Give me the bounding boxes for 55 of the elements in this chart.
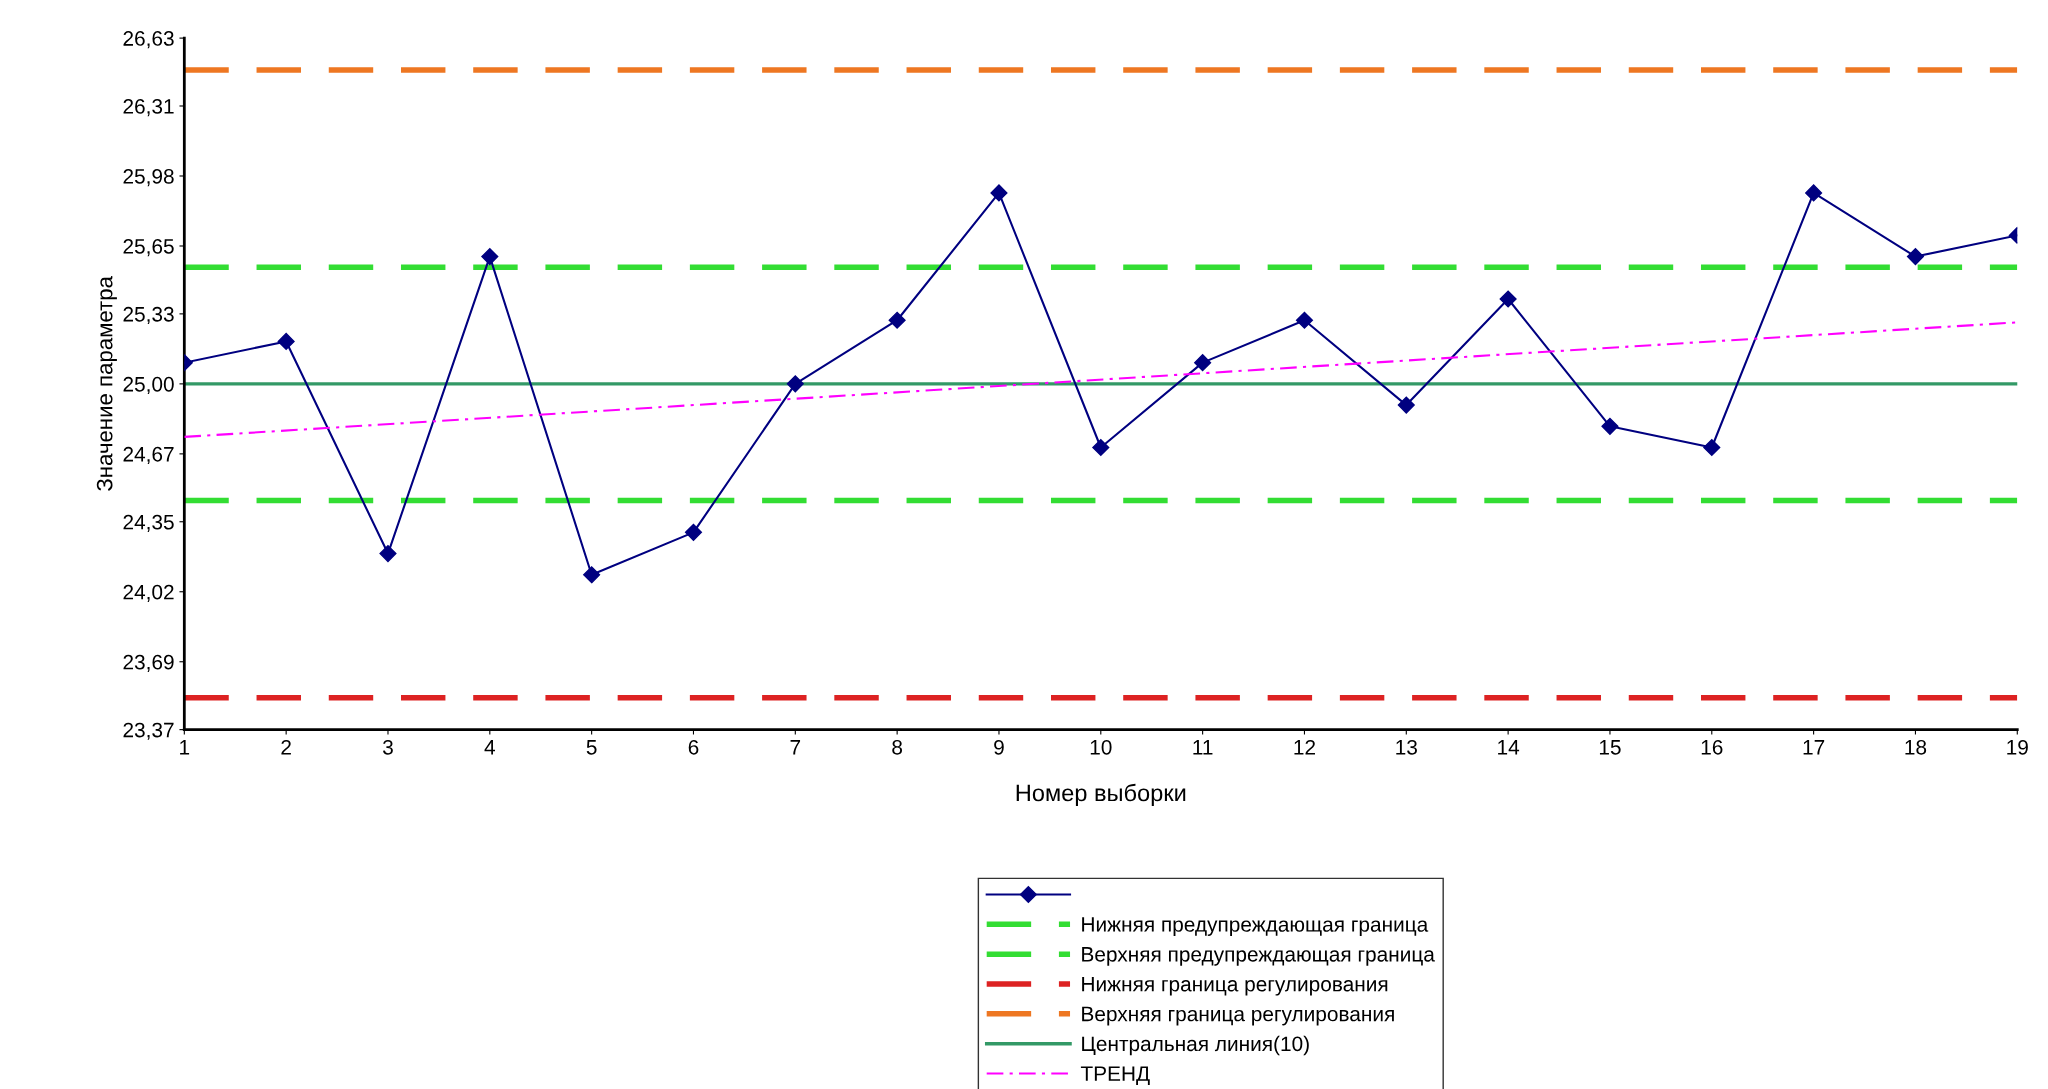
legend-label: Центральная линия(10) — [1082, 1035, 1309, 1056]
point — [583, 566, 601, 584]
x-tick-label: 19 — [2007, 739, 2028, 755]
point — [379, 545, 397, 563]
y-tick-label: 24,02 — [123, 584, 174, 602]
x-tick-label: 11 — [1193, 740, 1213, 755]
x-tick-label: 18 — [1905, 739, 1927, 755]
x-tick-label: 7 — [790, 740, 801, 755]
point — [1805, 184, 1823, 202]
y-tick-label: 25,65 — [123, 239, 174, 257]
point — [1499, 290, 1517, 308]
y-tick-label: 24,67 — [123, 446, 174, 465]
point — [684, 523, 703, 541]
point — [481, 248, 499, 266]
legend-label: Верхняя предупреждающая граница — [1082, 947, 1435, 966]
point — [1703, 438, 1721, 457]
x-tick-label: 5 — [586, 740, 597, 755]
x-tick-label: 2 — [281, 739, 291, 755]
x-tick-label: 4 — [484, 740, 495, 755]
x-tick-label: 6 — [688, 739, 699, 755]
x-tick-label: 1 — [180, 740, 190, 755]
legend-label: ТРЕНД — [1080, 1066, 1150, 1085]
point — [1295, 311, 1314, 329]
x-tick-label: 17 — [1803, 740, 1825, 755]
x-tick-label: 10 — [1090, 739, 1112, 755]
x-tick-label: 14 — [1498, 740, 1520, 755]
point — [1906, 248, 1924, 266]
x-tick-label: 3 — [382, 739, 393, 755]
legend-label: Нижняя предупреждающая граница — [1082, 917, 1429, 936]
y-tick-label: 26,31 — [123, 99, 174, 117]
y-tick-label: 23,69 — [123, 654, 174, 672]
x-tick-label: 12 — [1294, 739, 1315, 755]
x-tick-label: 16 — [1701, 739, 1723, 755]
point — [786, 375, 804, 393]
point — [1397, 396, 1415, 414]
y-tick-label: 23,37 — [123, 722, 174, 740]
x-tick-label: 8 — [892, 739, 903, 755]
y-tick-label: 25,98 — [123, 169, 174, 187]
point — [1194, 354, 1212, 372]
point — [277, 332, 295, 351]
x-axis-title: Номер выборки — [1016, 783, 1186, 806]
point — [1601, 417, 1619, 435]
legend-label: Верхняя граница регулирования — [1082, 1006, 1394, 1026]
y-tick-label: 25,00 — [123, 376, 174, 395]
point — [990, 184, 1008, 202]
x-tick-label: 13 — [1396, 739, 1417, 755]
x-tick-label: 9 — [994, 739, 1004, 755]
y-tick-label: 24,35 — [123, 514, 174, 532]
x-tick-label: 15 — [1599, 740, 1621, 755]
y-axis-title: Значение параметра — [96, 276, 117, 491]
y-tick-label: 25,33 — [123, 306, 174, 325]
point — [888, 311, 906, 329]
legend-label: Нижняя граница регулирования — [1082, 976, 1388, 996]
point — [1092, 438, 1110, 457]
y-tick-label: 26,63 — [123, 31, 174, 49]
